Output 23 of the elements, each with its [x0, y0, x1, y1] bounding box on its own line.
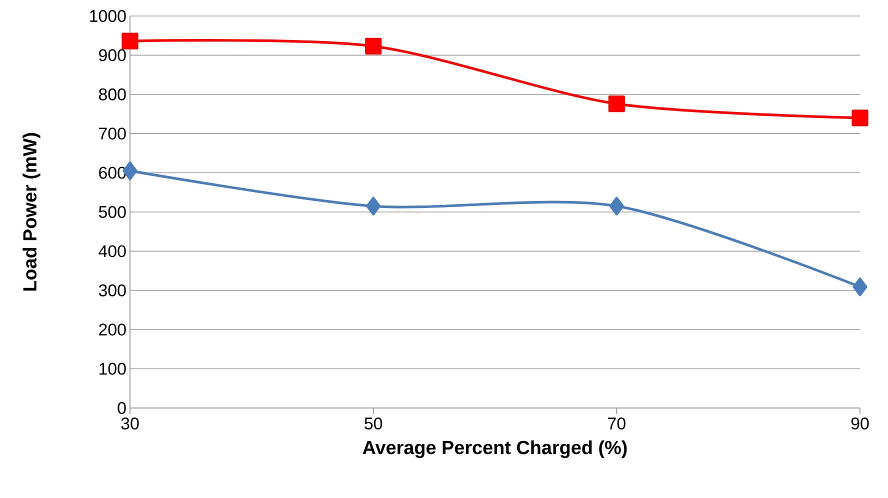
- y-tick-label: 0: [118, 402, 126, 414]
- x-axis-title: Average Percent Charged (%): [362, 440, 627, 458]
- x-tick-label: 50: [364, 418, 382, 430]
- point: [366, 196, 381, 216]
- point: [852, 110, 868, 126]
- y-tick-label: 1000: [90, 10, 126, 22]
- point: [609, 196, 624, 216]
- y-axis-title: Load Power (mW): [22, 133, 40, 291]
- point: [608, 95, 625, 112]
- y-tick-label: 100: [100, 362, 126, 375]
- point: [122, 32, 138, 50]
- x-tick-label: 30: [121, 418, 139, 430]
- y-tick-label: 700: [99, 128, 126, 140]
- y-tick-label: 400: [98, 245, 126, 258]
- point: [852, 278, 868, 296]
- y-tick-label: 500: [98, 206, 126, 218]
- y-tick-label: 200: [99, 324, 126, 336]
- y-tick-label: 900: [99, 49, 126, 62]
- x-tick-label: 90: [851, 418, 869, 430]
- point: [365, 38, 382, 54]
- x-tick-label: 70: [608, 418, 626, 430]
- y-tick-label: 800: [98, 88, 126, 100]
- y-tick-label: 300: [98, 284, 126, 296]
